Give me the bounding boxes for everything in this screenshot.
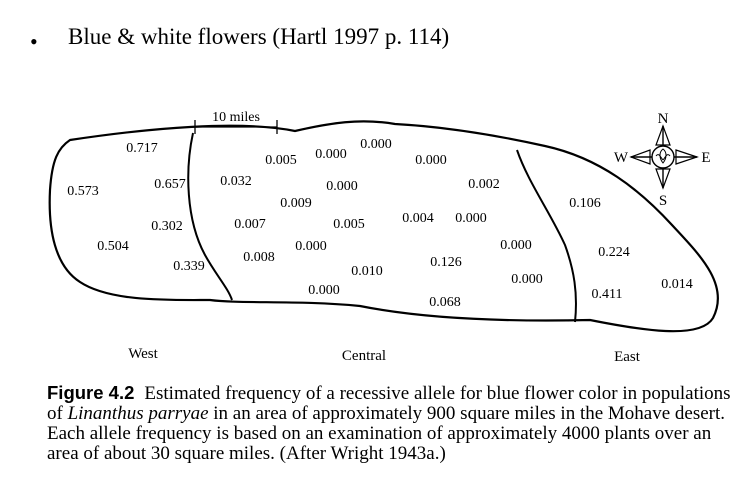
frequency-label: 0.007: [234, 217, 266, 232]
frequency-label: 0.224: [598, 245, 630, 260]
region-label-west: West: [128, 346, 158, 362]
frequency-label: 0.032: [220, 174, 252, 189]
frequency-label: 0.717: [126, 141, 158, 156]
compass-rose-icon: N S W E: [614, 111, 711, 209]
compass-south-label: S: [659, 193, 667, 209]
caption-text-post: in an area of approximately 900 square m…: [47, 403, 726, 464]
frequency-label: 0.009: [280, 196, 312, 211]
map-outline: [48, 120, 720, 333]
region-label-central: Central: [342, 348, 386, 364]
frequency-label: 0.000: [295, 239, 327, 254]
frequency-label: 0.657: [154, 177, 186, 192]
frequency-label: 0.000: [415, 153, 447, 168]
east-frequencies: 0.106 0.224 0.014 0.411: [569, 196, 693, 302]
region-labels: West Central East: [128, 346, 641, 365]
figure-caption: Figure 4.2 Estimated frequency of a reces…: [47, 383, 737, 463]
frequency-label: 0.000: [326, 179, 358, 194]
frequency-label: 0.068: [429, 295, 461, 310]
frequency-label: 0.126: [430, 255, 462, 270]
frequency-label: 0.014: [661, 277, 693, 292]
frequency-label: 0.000: [455, 211, 487, 226]
frequency-label: 0.000: [360, 137, 392, 152]
scale-bar: 10 miles: [194, 110, 278, 134]
allele-frequency-map: 10 miles N S W E 0.717 0.573 0.657 0.302…: [48, 110, 720, 365]
frequency-label: 0.573: [67, 184, 99, 199]
west-central-boundary: [187, 132, 233, 301]
central-east-boundary: [516, 149, 577, 323]
frequency-label: 0.504: [97, 239, 129, 254]
compass-west-label: W: [614, 150, 629, 166]
frequency-label: 0.000: [308, 283, 340, 298]
slide-heading: Blue & white flowers (Hartl 1997 p. 114): [68, 24, 450, 49]
frequency-label: 0.411: [592, 287, 623, 302]
frequency-label: 0.302: [151, 219, 183, 234]
frequency-label: 0.339: [173, 259, 205, 274]
figure-label: Figure 4.2: [47, 382, 135, 403]
frequency-label: 0.005: [265, 153, 297, 168]
frequency-label: 0.004: [402, 211, 434, 226]
frequency-label: 0.000: [500, 238, 532, 253]
central-frequencies: 0.005 0.000 0.000 0.000 0.032 0.000 0.00…: [220, 137, 543, 310]
frequency-label: 0.000: [315, 147, 347, 162]
caption-species: Linanthus parryae: [67, 403, 209, 424]
compass-north-label: N: [658, 111, 669, 127]
caption-text-pre: Estimated frequency of a recessive allel…: [47, 383, 731, 424]
west-frequencies: 0.717 0.573 0.657 0.302 0.504 0.339: [67, 141, 205, 274]
frequency-label: 0.010: [351, 264, 383, 279]
frequency-label: 0.008: [243, 250, 275, 265]
compass-east-label: E: [701, 150, 710, 166]
bullet-point: •: [30, 29, 38, 54]
region-label-east: East: [614, 349, 641, 365]
scale-bar-label: 10 miles: [212, 110, 260, 125]
frequency-label: 0.106: [569, 196, 601, 211]
frequency-label: 0.002: [468, 177, 500, 192]
frequency-label: 0.005: [333, 217, 365, 232]
frequency-label: 0.000: [511, 272, 543, 287]
